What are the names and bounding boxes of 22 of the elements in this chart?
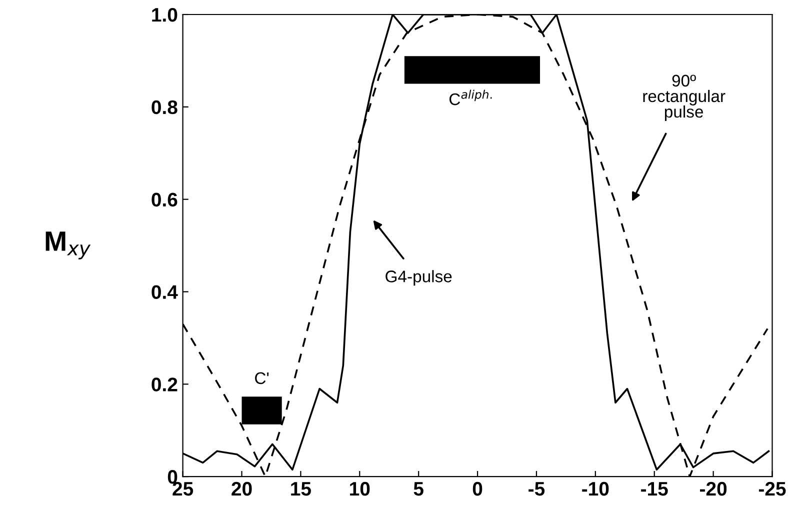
band-label: C$^{aliph.}$ [449,90,492,106]
x-tick-label: -10 [582,482,609,496]
y-tick-label: 1.0 [152,8,178,22]
x-tick-label: -20 [700,482,727,496]
x-tick-label: 20 [232,482,252,496]
annotation: 90º rectangular pulse [643,74,726,121]
x-tick-label: -25 [758,482,786,496]
x-tick-label: 15 [291,482,311,496]
band-label: C' [255,372,269,384]
x-tick-label: 5 [414,482,424,496]
y-tick-label: 0 [168,470,178,484]
x-tick-label: -5 [528,482,545,496]
x-tick-label: 0 [472,482,482,496]
y-tick-label: 0.4 [152,285,178,299]
y-tick-label: 0.2 [152,378,178,392]
x-tick-label: 25 [172,482,194,496]
y-tick-label: 0.6 [152,192,178,207]
x-tick-label: 10 [350,482,370,496]
y-axis-title: M$_{xy}$ [46,232,91,260]
x-tick-label: -15 [641,482,668,496]
annotation: G4-pulse [386,270,452,286]
y-tick-label: 0.8 [152,100,178,114]
